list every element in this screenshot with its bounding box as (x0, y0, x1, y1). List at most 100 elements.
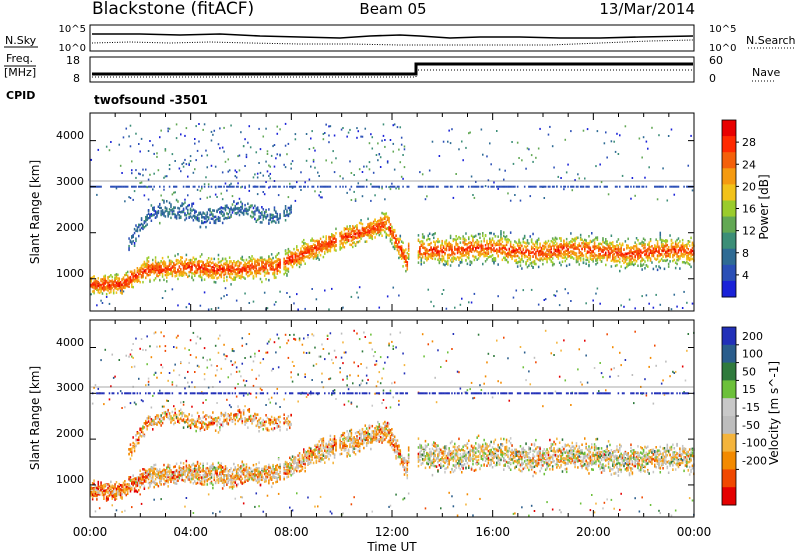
power-echo-point (486, 254, 488, 257)
power-echo-point (666, 199, 669, 202)
power-echo-point (518, 260, 520, 263)
power-echo-point (223, 295, 225, 298)
power-echo-point (606, 258, 608, 262)
power-echo-point (377, 185, 379, 188)
power-echo-point (663, 249, 666, 252)
power-echo-point (216, 269, 218, 273)
power-echo-point (385, 232, 388, 236)
power-echo-point (312, 185, 315, 188)
power-echo-point (537, 303, 540, 306)
power-echo-point (230, 182, 232, 185)
nsearch-tick-top: 10^5 (709, 24, 736, 35)
power-echo-point (407, 255, 410, 258)
power-echo-point (237, 211, 239, 214)
power-echo-point (195, 216, 197, 219)
power-echo-point (240, 186, 242, 189)
power-echo-point (402, 254, 404, 257)
power-echo-point (647, 265, 649, 268)
power-echo-point (329, 249, 332, 253)
power-echo-point (385, 215, 388, 218)
power-echo-point (572, 251, 575, 254)
power-echo-point (670, 239, 673, 242)
power-echo-point (375, 224, 378, 228)
power-echo-point (294, 138, 297, 141)
power-echo-point (167, 215, 169, 218)
power-echo-point (221, 270, 224, 273)
power-echo-point (340, 128, 343, 131)
power-echo-point (245, 264, 248, 268)
power-echo-point (378, 233, 381, 237)
power-echo-point (360, 185, 362, 188)
power-echo-point (426, 259, 428, 262)
power-echo-point (111, 279, 114, 282)
power-echo-point (230, 208, 232, 211)
power-echo-point (378, 229, 381, 232)
power-echo-point (350, 231, 353, 234)
power-echo-point (318, 247, 320, 251)
power-echo-point (234, 273, 237, 276)
power-echo-point (284, 265, 287, 268)
power-echo-point (652, 252, 655, 256)
power-echo-point (514, 251, 516, 255)
power-echo-point (550, 251, 553, 254)
power-echo-point (185, 273, 188, 276)
power-echo-point (154, 210, 157, 213)
power-echo-point (147, 178, 150, 181)
power-echo-point (554, 236, 557, 240)
power-echo-point (428, 243, 431, 246)
power-echo-point (437, 250, 439, 254)
power-echo-point (602, 240, 604, 243)
cpid-label: CPID (6, 89, 35, 102)
power-echo-point (363, 226, 365, 230)
power-echo-point (468, 237, 470, 241)
power-echo-point (458, 235, 460, 239)
power-echo-point (329, 125, 332, 128)
power-echo-point (149, 216, 151, 219)
power-echo-point (368, 226, 371, 229)
power-echo-point (191, 275, 193, 278)
power-echo-point (181, 272, 183, 276)
power-echo-point (167, 211, 169, 214)
power-echo-point (585, 239, 587, 242)
power-echo-point (311, 185, 313, 188)
power-echo-point (544, 251, 547, 254)
power-echo-point (142, 271, 144, 275)
power-echo-point (370, 199, 372, 202)
power-echo-point (641, 240, 643, 244)
power-echo-point (152, 258, 154, 262)
power-echo-point (470, 260, 473, 264)
power-echo-point (164, 273, 167, 277)
power-echo-point (511, 246, 513, 249)
power-echo-point (234, 269, 237, 273)
power-echo-point (126, 277, 129, 280)
power-echo-point (339, 243, 341, 246)
power-echo-point (205, 220, 207, 224)
power-echo-point (335, 157, 337, 160)
power-echo-point (276, 263, 279, 266)
power-echo-point (249, 257, 252, 260)
power-echo-point (135, 237, 137, 240)
power-echo-point (115, 291, 118, 294)
power-echo-point (310, 246, 312, 250)
power-echo-point (185, 253, 188, 257)
power-echo-point (230, 213, 232, 217)
power-echo-point (138, 234, 140, 238)
power-echo-point (310, 245, 312, 248)
power-echo-point (277, 265, 280, 268)
power-echo-point (110, 287, 112, 291)
power-echo-point (654, 244, 656, 248)
power-echo-point (166, 272, 168, 275)
power-echo-point (441, 239, 443, 243)
power-echo-point (145, 276, 147, 280)
power-echo-point (371, 226, 374, 229)
power-echo-point (237, 265, 239, 268)
power-echo-point (104, 281, 107, 284)
power-echo-point (515, 254, 518, 258)
power-echo-point (382, 212, 385, 216)
power-echo-point (103, 282, 105, 285)
power-echo-point (284, 219, 287, 222)
power-echo-point (185, 258, 188, 261)
power-echo-point (363, 232, 365, 235)
power-echo-point (398, 256, 400, 260)
power-echo-point (319, 237, 322, 241)
